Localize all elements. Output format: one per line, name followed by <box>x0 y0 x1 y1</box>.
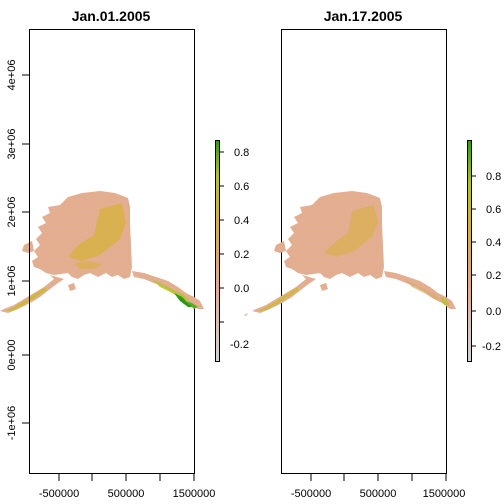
panel-title: Jan.17.2005 <box>324 8 403 24</box>
y-tick-label: 3e+06 <box>6 129 18 160</box>
legend-tick-label: 0.6 <box>486 204 501 216</box>
color-legend: 0.8 0.6 0.4 0.2 0.0 -0.2 <box>467 140 501 362</box>
x-tick-label: -500000 <box>291 488 331 500</box>
legend-tick-label: 0.0 <box>486 306 501 318</box>
raster-alaska <box>0 191 204 316</box>
legend-tick-label: 0.8 <box>486 171 501 183</box>
map-panel-1: Jan.01.2005 -1e+06 0e+00 1e+0 <box>0 8 249 500</box>
hot-spot-southeast <box>174 293 194 307</box>
x-tick-label: 500000 <box>360 488 397 500</box>
color-legend: 0.8 0.6 0.4 0.2 0.0 -0.2 <box>215 140 249 362</box>
legend-tick-label: -0.2 <box>230 339 249 351</box>
y-axis: -1e+06 0e+00 1e+06 2e+06 3e+06 4e+06 <box>6 60 30 441</box>
legend-tick-label: 0.4 <box>234 215 249 227</box>
y-tick-label: 1e+06 <box>6 266 18 297</box>
legend-tick-label: 0.4 <box>486 237 501 249</box>
legend-tick-label: 0.6 <box>234 181 249 193</box>
legend-tick-label: 0.8 <box>234 147 249 159</box>
map-panel-2: Jan.17.2005 -500000 500000 1500000 <box>244 8 501 500</box>
legend-tick-label: 0.2 <box>234 249 249 261</box>
x-axis: -500000 500000 1500000 <box>291 473 466 500</box>
y-tick-label: 4e+06 <box>6 60 18 91</box>
legend-tick-label: 0.0 <box>234 283 249 295</box>
legend-colorbar <box>468 140 472 361</box>
x-tick-label: 1500000 <box>173 488 216 500</box>
legend-colorbar <box>216 140 220 361</box>
legend-tick-label: 0.2 <box>486 270 501 282</box>
panel-title: Jan.01.2005 <box>72 8 151 24</box>
x-tick-label: 1500000 <box>423 488 466 500</box>
y-tick-label: -1e+06 <box>6 406 18 441</box>
y-tick-label: 2e+06 <box>6 197 18 228</box>
x-tick-label: -500000 <box>39 488 79 500</box>
legend-tick-label: -0.2 <box>482 341 501 353</box>
x-axis: -500000 500000 1500000 <box>39 473 216 500</box>
raster-alaska <box>244 191 456 316</box>
y-tick-label: 0e+00 <box>6 340 18 371</box>
x-tick-label: 500000 <box>108 488 145 500</box>
